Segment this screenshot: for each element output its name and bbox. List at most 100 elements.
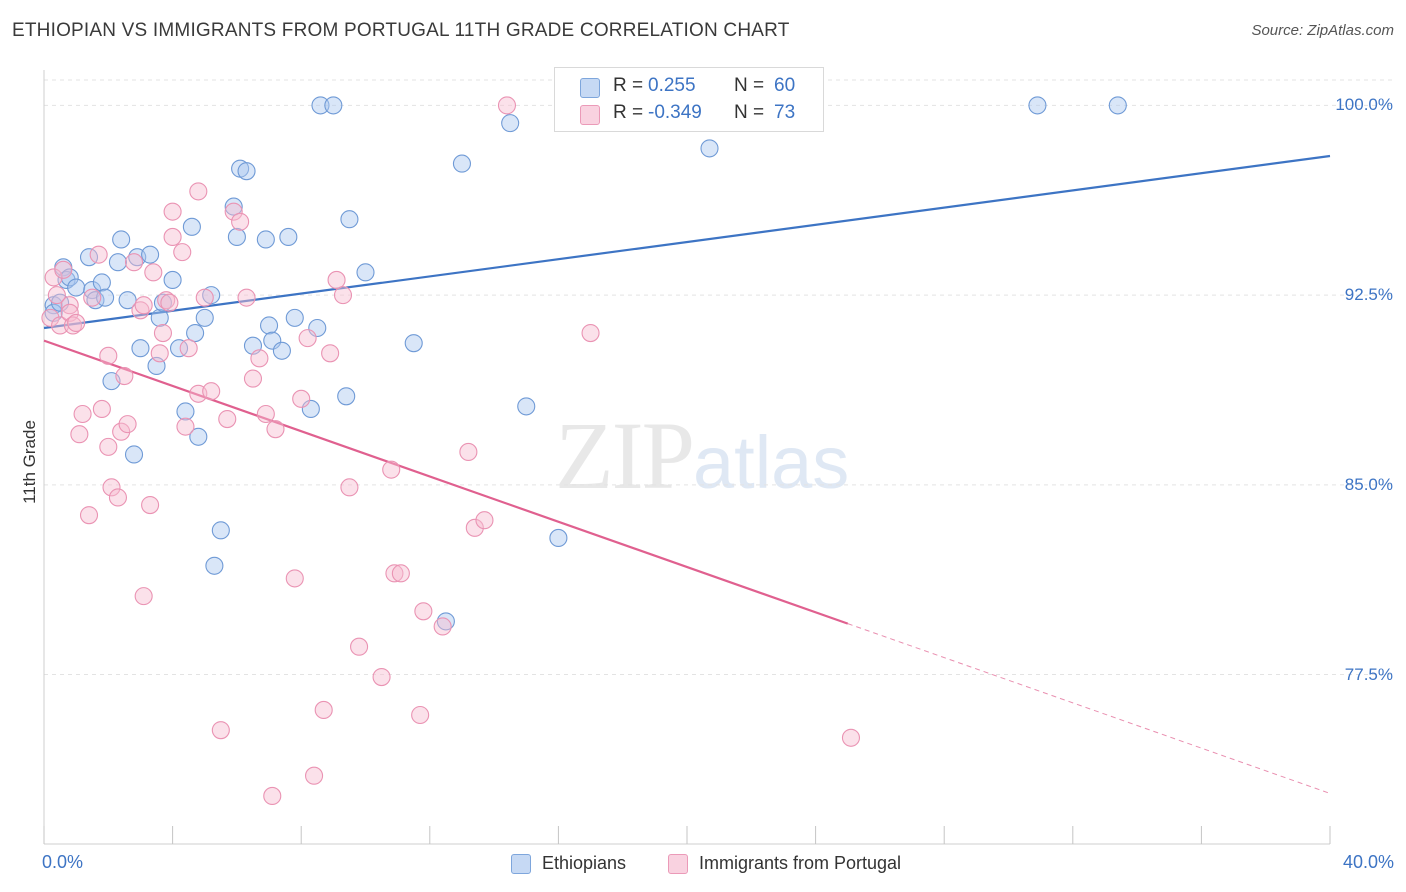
portugal-point [163,202,182,221]
portugal-point [385,564,404,583]
y-tick-label: 92.5% [1344,285,1393,305]
portugal-point [285,569,304,588]
n-label: N = [734,102,765,123]
ethiopian-point [141,245,160,264]
portugal-point [218,410,237,429]
ethiopian-point [176,402,195,421]
portugal-point [179,339,198,358]
stats-row-portugal: R = -0.349 N = 73 [555,102,823,130]
portugal-point [475,511,494,530]
portugal-point [99,346,118,365]
ethiopian-point [150,308,169,327]
ethiopian-point [324,96,343,115]
portugal-point [263,786,282,805]
r-value: -0.349 [648,102,702,123]
ethiopian-point [237,162,256,181]
ethiopian-point [182,217,201,236]
portugal-point [134,296,153,315]
ethiopian-point [92,273,111,292]
portugal-point [70,425,89,444]
ethiopian-point [1108,96,1127,115]
ethiopian-point [227,227,246,246]
ethiopian-point [517,397,536,416]
portugal-point [256,404,275,424]
portugal-point [176,417,195,436]
chart-title: ETHIOPIAN VS IMMIGRANTS FROM PORTUGAL 11… [12,20,790,41]
ethiopian-point [60,268,79,287]
pink-swatch-icon [668,854,688,874]
portugal-point [108,488,127,507]
ethiopian-point [272,341,291,360]
x-tick-label-max: 40.0% [1342,852,1394,872]
portugal-point [44,268,63,287]
ethiopian-point [96,288,115,307]
portugal-trend-line-dashed [847,623,1331,794]
ethiopian-point [311,96,330,115]
portugal-point [333,286,353,305]
portugal-point [250,349,269,368]
ethiopian-trend-line [43,154,1331,330]
r-label: R = [613,102,644,123]
ethiopian-point [404,334,423,353]
ethiopian-point [549,528,568,547]
portugal-point [92,399,111,418]
portugal-point [411,705,430,725]
ethiopian-point [501,114,520,133]
portugal-point [115,367,134,386]
portugal-point [305,766,324,785]
ethiopian-point [108,253,127,272]
portugal-point [99,437,118,456]
n-value: 73 [774,102,796,123]
ethiopian-point [436,612,455,631]
portugal-point [266,420,285,439]
x-tick-label-min: 0.0% [42,852,84,872]
portugal-point [433,617,452,636]
blue-swatch-icon [511,854,531,874]
ethiopian-point [211,521,230,540]
portugal-point [102,478,121,497]
ethiopian-point [186,324,205,343]
portugal-point [63,316,82,335]
portugal-point [73,404,92,424]
portugal-point [144,263,163,282]
portugal-point [79,506,99,525]
ethiopian-point [189,427,208,446]
ethiopian-point [452,154,472,173]
ethiopian-point [259,316,279,335]
portugal-point [131,301,150,320]
ethiopian-point [195,308,214,327]
ethiopian-point [124,445,144,464]
portugal-point [202,382,221,401]
portugal-point [211,721,230,740]
ethiopian-point [118,291,137,310]
ethiopian-point [256,230,275,249]
portugal-point [391,564,410,583]
portugal-point [382,460,401,479]
portugal-point [150,344,169,363]
portugal-point [118,415,137,434]
trend-lines [43,154,1331,794]
y-tick-label: 85.0% [1344,474,1393,494]
stats-box: R = 0.255 N = 60 R = -0.349 N = 73 [554,67,824,132]
n-label: N = [734,75,765,96]
ethiopian-point [700,139,719,158]
ethiopian-point [285,308,304,327]
r-label: R = [613,75,644,96]
y-axis-label: 11th Grade [20,420,39,504]
portugal-point [153,324,173,343]
ethiopian-point [67,278,86,297]
ethiopian-point [131,339,150,358]
ethiopian-point [163,270,182,289]
portugal-point [314,700,333,719]
data-points [41,96,1127,805]
portugal-point [340,478,359,497]
ethiopian-point [279,227,298,246]
blue-swatch-icon [580,78,600,98]
portugal-point [157,291,176,310]
portugal-point [292,389,311,408]
portugal-point [89,245,108,264]
y-tick-label: 100.0% [1335,95,1393,115]
ethiopian-point [224,197,243,216]
portugal-point [173,243,192,262]
